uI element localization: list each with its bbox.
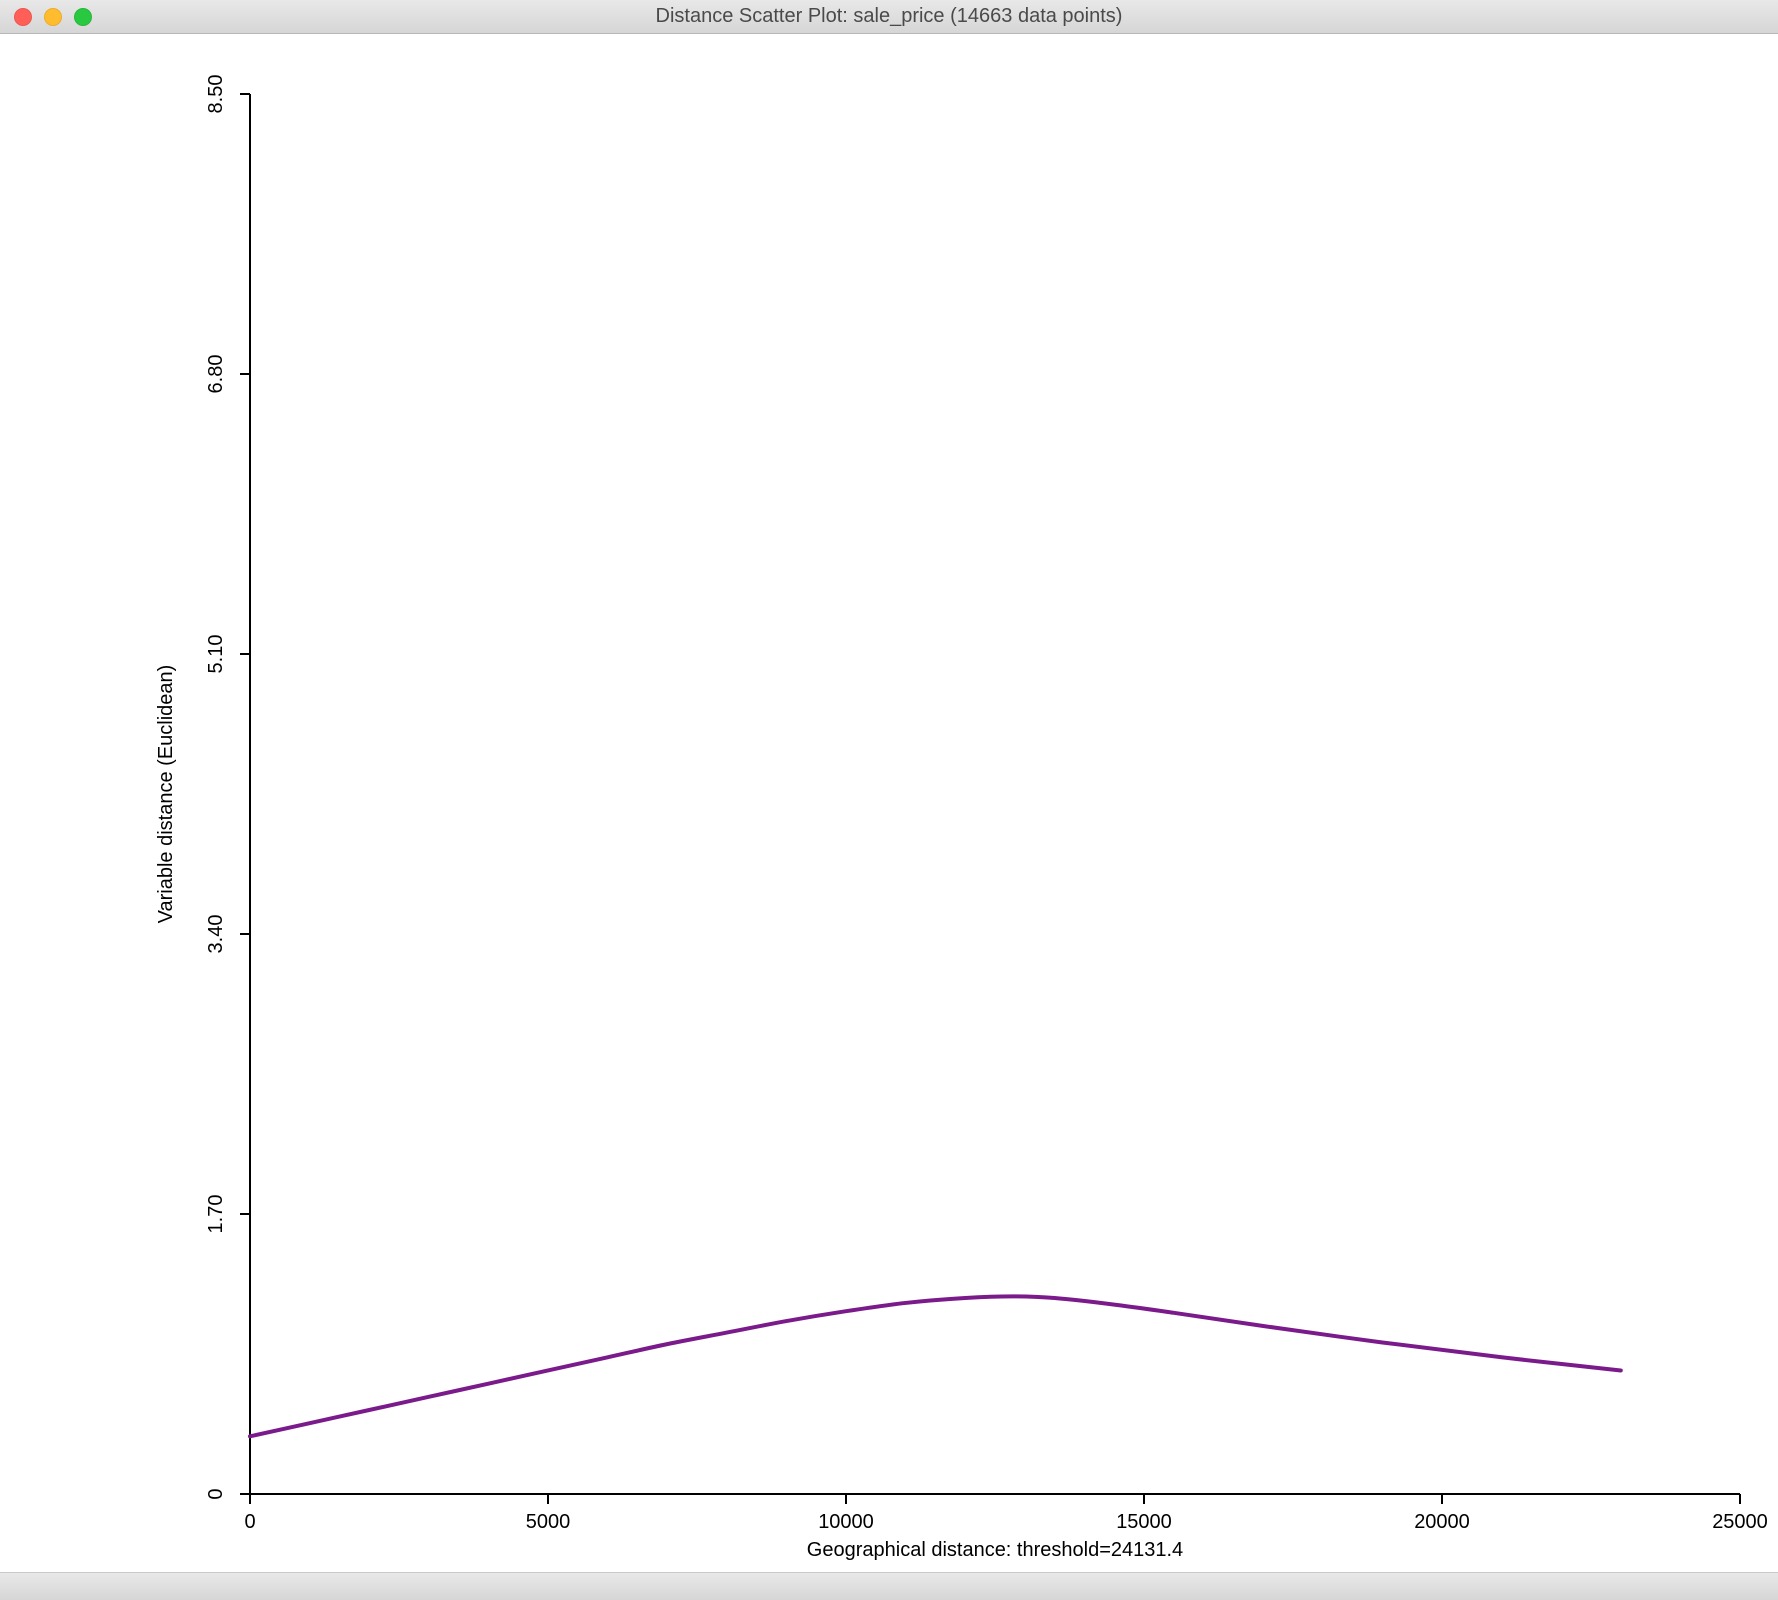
x-axis-label: Geographical distance: threshold=24131.4 — [807, 1539, 1183, 1561]
window-title: Distance Scatter Plot: sale_price (14663… — [0, 5, 1778, 28]
y-tick-label: 8.50 — [205, 75, 227, 114]
x-tick-label: 20000 — [1414, 1511, 1470, 1533]
scatter-plot: 0 5000 10000 15000 20000 25000 0 1.70 3.40 5.10 6.… — [0, 34, 1778, 1572]
chart-area: 0 5000 10000 15000 20000 25000 0 1.70 3.40 5.10 6.… — [0, 34, 1778, 1572]
x-tick-label: 25000 — [1712, 1511, 1768, 1533]
y-tick-label: 6.80 — [205, 355, 227, 394]
x-tick-label: 5000 — [526, 1511, 571, 1533]
maximize-icon[interactable] — [74, 8, 92, 26]
minimize-icon[interactable] — [44, 8, 62, 26]
app-window: Distance Scatter Plot: sale_price (14663… — [0, 0, 1778, 1600]
x-tick-label: 0 — [244, 1511, 255, 1533]
y-tick-label: 0 — [205, 1488, 227, 1499]
y-tick-label: 5.10 — [205, 635, 227, 674]
titlebar[interactable]: Distance Scatter Plot: sale_price (14663… — [0, 0, 1778, 34]
y-axis-label: Variable distance (Euclidean) — [155, 665, 177, 924]
y-tick-label: 3.40 — [205, 915, 227, 954]
y-tick-label: 1.70 — [205, 1195, 227, 1234]
x-tick-label: 15000 — [1116, 1511, 1172, 1533]
traffic-lights — [0, 8, 92, 26]
lowess-curve — [250, 1296, 1621, 1436]
close-icon[interactable] — [14, 8, 32, 26]
x-tick-label: 10000 — [818, 1511, 874, 1533]
status-bar — [0, 1572, 1778, 1600]
